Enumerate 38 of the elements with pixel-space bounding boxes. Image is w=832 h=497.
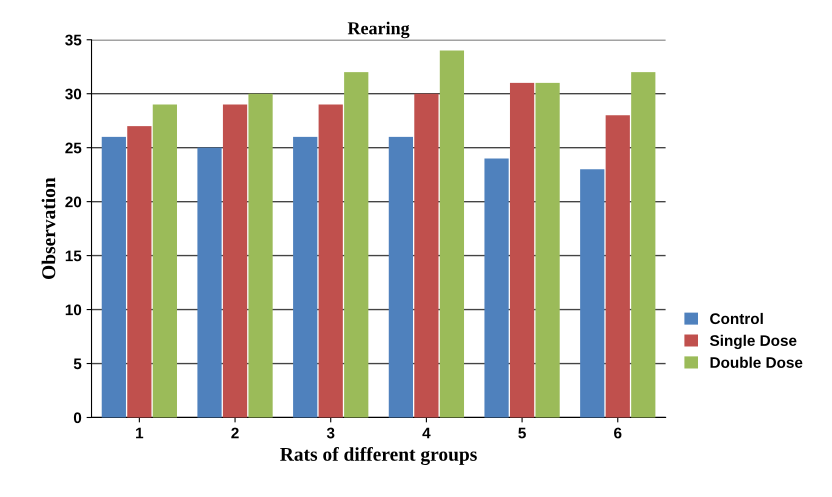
x-tick-label: 6 [614, 428, 622, 438]
bar [414, 94, 439, 418]
chart-title: Rearing [348, 22, 410, 38]
bar [197, 148, 222, 418]
bar [344, 72, 368, 418]
x-tick-label: 5 [518, 428, 526, 438]
y-tick-label: 30 [65, 88, 82, 100]
bar [440, 50, 464, 418]
x-axis-title: Rats of different groups [280, 447, 477, 465]
y-tick-label: 25 [65, 142, 82, 154]
y-tick-label: 15 [66, 250, 82, 262]
x-tick-label: 2 [231, 428, 239, 438]
x-tick-label: 4 [422, 428, 431, 438]
y-axis-title: Observation [42, 178, 56, 279]
legend-label: Single Dose [710, 334, 796, 350]
bar [248, 94, 273, 418]
bar [580, 169, 604, 418]
bar [535, 82, 560, 418]
bar [127, 126, 152, 418]
bar [293, 136, 318, 418]
bar [484, 158, 509, 418]
bar [606, 115, 630, 418]
y-tick-label: 0 [74, 412, 82, 424]
bar [388, 136, 414, 418]
y-tick-label: 35 [65, 34, 82, 46]
y-tick-label: 10 [66, 304, 82, 316]
x-tick-label: 1 [136, 428, 144, 438]
bar [318, 104, 343, 418]
bar [222, 104, 248, 418]
y-tick-label: 20 [65, 196, 82, 208]
bar [102, 136, 126, 418]
bar [510, 82, 534, 418]
x-tick-label: 3 [326, 428, 334, 438]
legend-label: Control [710, 312, 763, 324]
bar [631, 72, 656, 418]
bar [152, 104, 177, 418]
y-tick-label: 5 [74, 358, 82, 370]
legend-label: Double Dose [710, 356, 802, 368]
